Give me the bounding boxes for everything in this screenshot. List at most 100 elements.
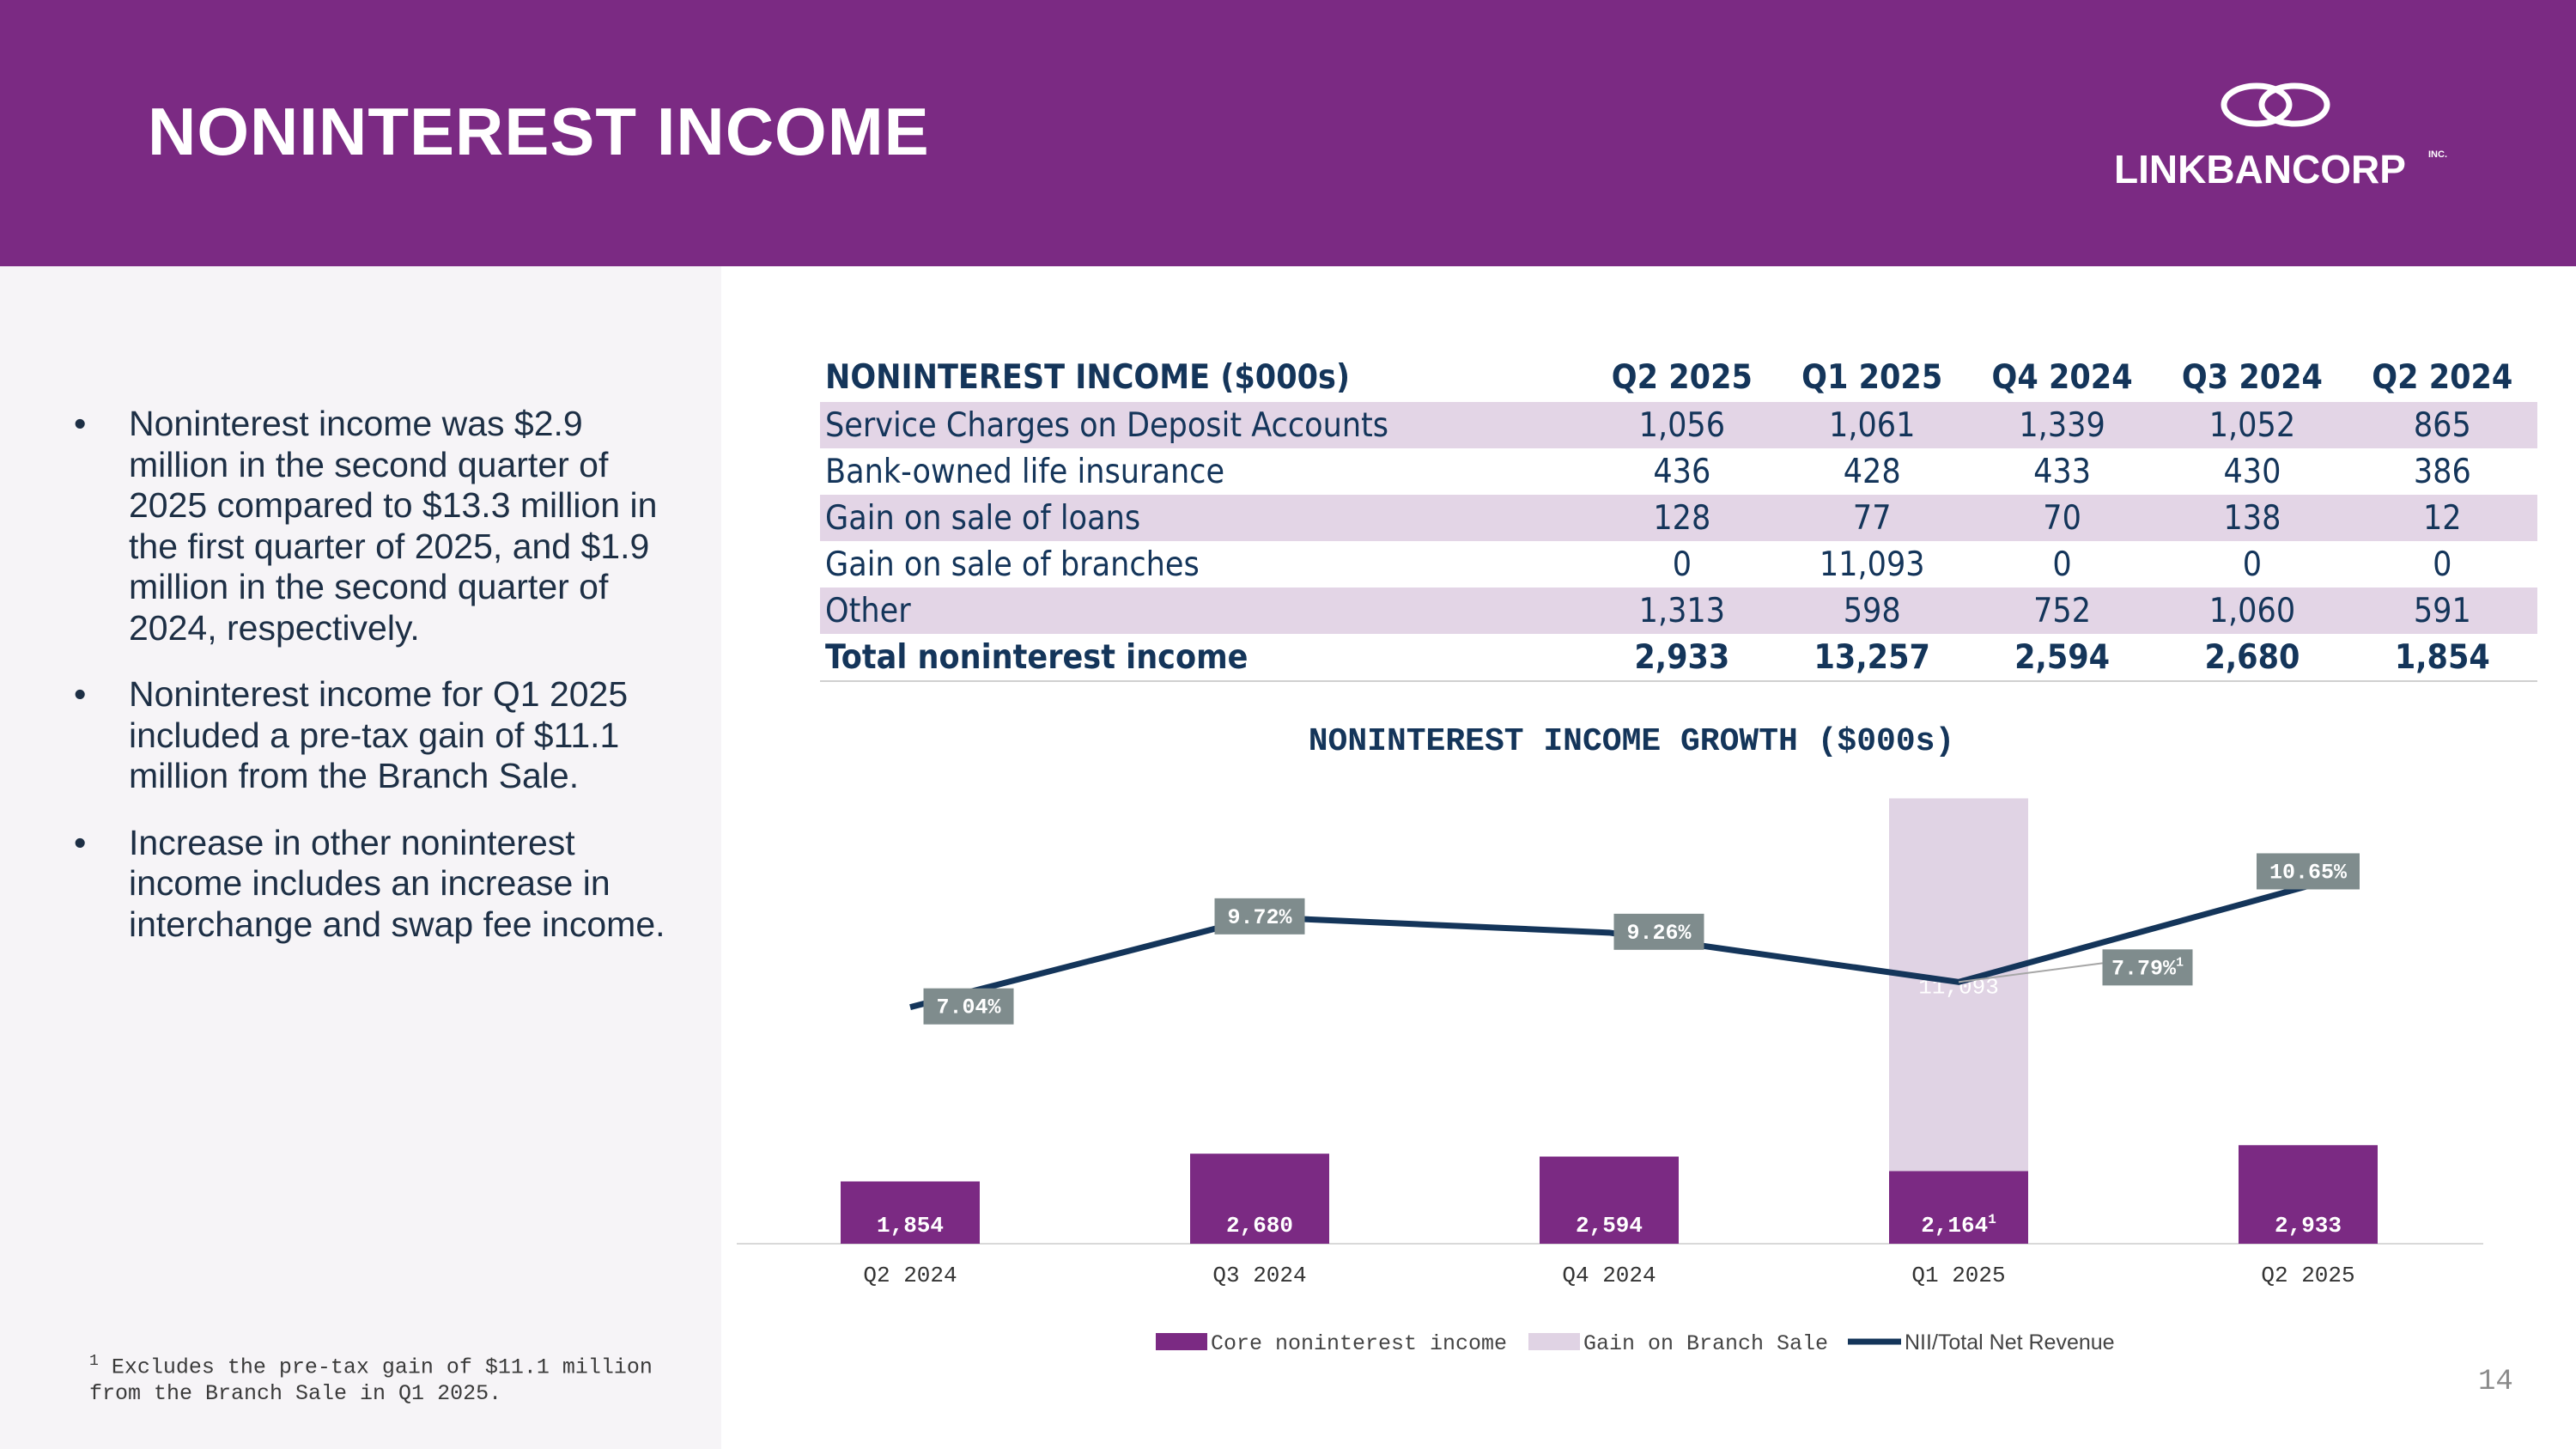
bullet-dot: • bbox=[74, 822, 87, 862]
line-point-label: 10.65% bbox=[2269, 860, 2348, 885]
table-cell: 428 bbox=[1843, 452, 1901, 491]
table-cell: 77 bbox=[1777, 495, 1967, 541]
table-cell: 13,257 bbox=[1777, 634, 1967, 682]
table-header: Q2 2025 bbox=[1611, 357, 1753, 397]
table-cell: 1,056 bbox=[1587, 402, 1777, 448]
line-point-label: 7.79%1 bbox=[2111, 955, 2184, 981]
table-cell: 1,313 bbox=[1587, 588, 1777, 634]
table-cell: 0 bbox=[2052, 545, 2072, 584]
table-cell: Total noninterest income bbox=[820, 634, 1588, 682]
table-cell: Gain on sale of branches bbox=[825, 545, 1200, 584]
bullet-item: • Noninterest income was $2.9 million in … bbox=[74, 404, 692, 648]
bullet-text: Noninterest income for Q1 2025 included … bbox=[129, 674, 629, 795]
bullet-dot: • bbox=[74, 674, 87, 714]
table-cell: 0 bbox=[1672, 545, 1692, 584]
table-cell: 138 bbox=[2157, 495, 2348, 541]
table-header: NONINTEREST INCOME ($000s) bbox=[825, 357, 1350, 397]
table-cell: 386 bbox=[2413, 452, 2471, 491]
line-point-label-box bbox=[1613, 913, 1704, 950]
left-panel: • Noninterest income was $2.9 million in … bbox=[0, 266, 721, 1449]
line-point-label: 9.26% bbox=[1626, 921, 1692, 946]
line-point-label: 7.04% bbox=[936, 995, 1001, 1020]
bullet-item: • Noninterest income for Q1 2025 included… bbox=[74, 674, 692, 797]
table-cell: 752 bbox=[1966, 588, 2158, 634]
line-point-label-box bbox=[923, 988, 1014, 1025]
table-cell: 591 bbox=[2347, 588, 2537, 634]
table-cell: 0 bbox=[2433, 545, 2452, 584]
table-cell: 70 bbox=[1966, 495, 2158, 541]
bullet-list: • Noninterest income was $2.9 million in … bbox=[74, 404, 692, 971]
table-header: Q4 2024 bbox=[1991, 357, 2133, 397]
table-cell: 430 bbox=[2223, 452, 2281, 491]
x-tick-label: Q4 2024 bbox=[1562, 1263, 1656, 1288]
table-cell: 2,680 bbox=[2157, 634, 2348, 682]
legend-swatch-core bbox=[1156, 1333, 1207, 1350]
table-header: Q1 2025 bbox=[1801, 357, 1943, 397]
header-bar: NONINTEREST INCOME LINKBANCORP INC. bbox=[0, 0, 2576, 266]
bullet-text: Increase in other noninterest income inc… bbox=[129, 822, 665, 944]
table-row: Gain on sale of branches 0 11,093 0 0 0 bbox=[820, 541, 2537, 588]
table-cell: 128 bbox=[1587, 495, 1777, 541]
bar-core bbox=[1889, 1171, 2028, 1244]
table-row: Bank-owned life insurance 436 428 433 43… bbox=[820, 448, 2537, 495]
table-cell: Other bbox=[820, 588, 1588, 634]
table-cell: 433 bbox=[2033, 452, 2092, 491]
x-tick-label: Q1 2025 bbox=[1911, 1263, 2005, 1288]
table-cell: 1,061 bbox=[1777, 402, 1967, 448]
label-leader-line bbox=[1958, 962, 2103, 983]
legend-label-gain: Gain on Branch Sale bbox=[1583, 1331, 1828, 1356]
bar-core bbox=[1190, 1154, 1329, 1244]
footnote-marker: 1 bbox=[89, 1353, 99, 1370]
logo-wordmark: LINKBANCORP bbox=[2114, 147, 2406, 192]
logo-inc: INC. bbox=[2428, 149, 2447, 160]
legend-label-nii: NII/Total Net Revenue bbox=[1905, 1330, 2115, 1355]
bar-core-label: 2,594 bbox=[1576, 1213, 1643, 1239]
table-total-row: Total noninterest income 2,933 13,257 2,… bbox=[820, 634, 2537, 682]
bar-core-label: 1,854 bbox=[877, 1213, 944, 1239]
table-cell: 1,060 bbox=[2157, 588, 2348, 634]
table-cell: 1,052 bbox=[2157, 402, 2348, 448]
page-number: 14 bbox=[2478, 1366, 2513, 1398]
bullet-item: • Increase in other noninterest income in… bbox=[74, 823, 692, 946]
x-tick-label: Q2 2024 bbox=[863, 1263, 957, 1288]
series-line-nii-ratio bbox=[909, 883, 2309, 1011]
interlocking-rings-icon bbox=[2221, 82, 2330, 127]
table-row: Gain on sale of loans 128 77 70 138 12 bbox=[820, 495, 2537, 541]
bar-core bbox=[841, 1181, 980, 1244]
line-point-label: 9.72% bbox=[1227, 905, 1292, 930]
table-cell: Bank-owned life insurance bbox=[825, 452, 1225, 491]
noninterest-income-table: NONINTEREST INCOME ($000s) Q2 2025 Q1 20… bbox=[820, 352, 2537, 682]
table-cell: 1,339 bbox=[1966, 402, 2158, 448]
table-cell: 865 bbox=[2347, 402, 2537, 448]
x-tick-label: Q3 2024 bbox=[1212, 1263, 1306, 1288]
table-cell: 11,093 bbox=[1819, 545, 1925, 584]
table-header: Q3 2024 bbox=[2181, 357, 2323, 397]
table-cell: 12 bbox=[2347, 495, 2537, 541]
bar-core-label: 2,1641 bbox=[1921, 1212, 1996, 1239]
table-cell: 2,594 bbox=[1966, 634, 2158, 682]
bar-core bbox=[1540, 1156, 1679, 1244]
table-header: Q2 2024 bbox=[2372, 357, 2513, 397]
table-cell: 436 bbox=[1653, 452, 1711, 491]
table-cell: Service Charges on Deposit Accounts bbox=[820, 402, 1588, 448]
bar-core bbox=[2239, 1145, 2378, 1244]
footnote: 1 Excludes the pre-tax gain of $11.1 mil… bbox=[89, 1349, 708, 1407]
line-point-label-box bbox=[2102, 949, 2193, 986]
table-cell: 1,854 bbox=[2347, 634, 2537, 682]
legend-label-core: Core noninterest income bbox=[1211, 1331, 1507, 1356]
table-cell: 0 bbox=[2242, 545, 2263, 584]
linkbancorp-logo: LINKBANCORP INC. bbox=[2104, 79, 2464, 192]
table-cell: 2,933 bbox=[1587, 634, 1777, 682]
x-tick-label: Q2 2025 bbox=[2261, 1263, 2354, 1288]
table-header-row: NONINTEREST INCOME ($000s) Q2 2025 Q1 20… bbox=[820, 352, 2537, 402]
table-cell: 598 bbox=[1777, 588, 1967, 634]
bullet-dot: • bbox=[74, 404, 87, 443]
line-point-label-box bbox=[2257, 853, 2360, 890]
footnote-text: Excludes the pre-tax gain of $11.1 milli… bbox=[89, 1355, 653, 1407]
legend-swatch-gain bbox=[1528, 1333, 1580, 1350]
table-row: Other 1,313 598 752 1,060 591 bbox=[820, 588, 2537, 634]
chart-title: NONINTEREST INCOME GROWTH ($000s) bbox=[1308, 723, 1955, 760]
table-row: Service Charges on Deposit Accounts 1,05… bbox=[820, 402, 2537, 448]
page-title: NONINTEREST INCOME bbox=[148, 94, 930, 169]
